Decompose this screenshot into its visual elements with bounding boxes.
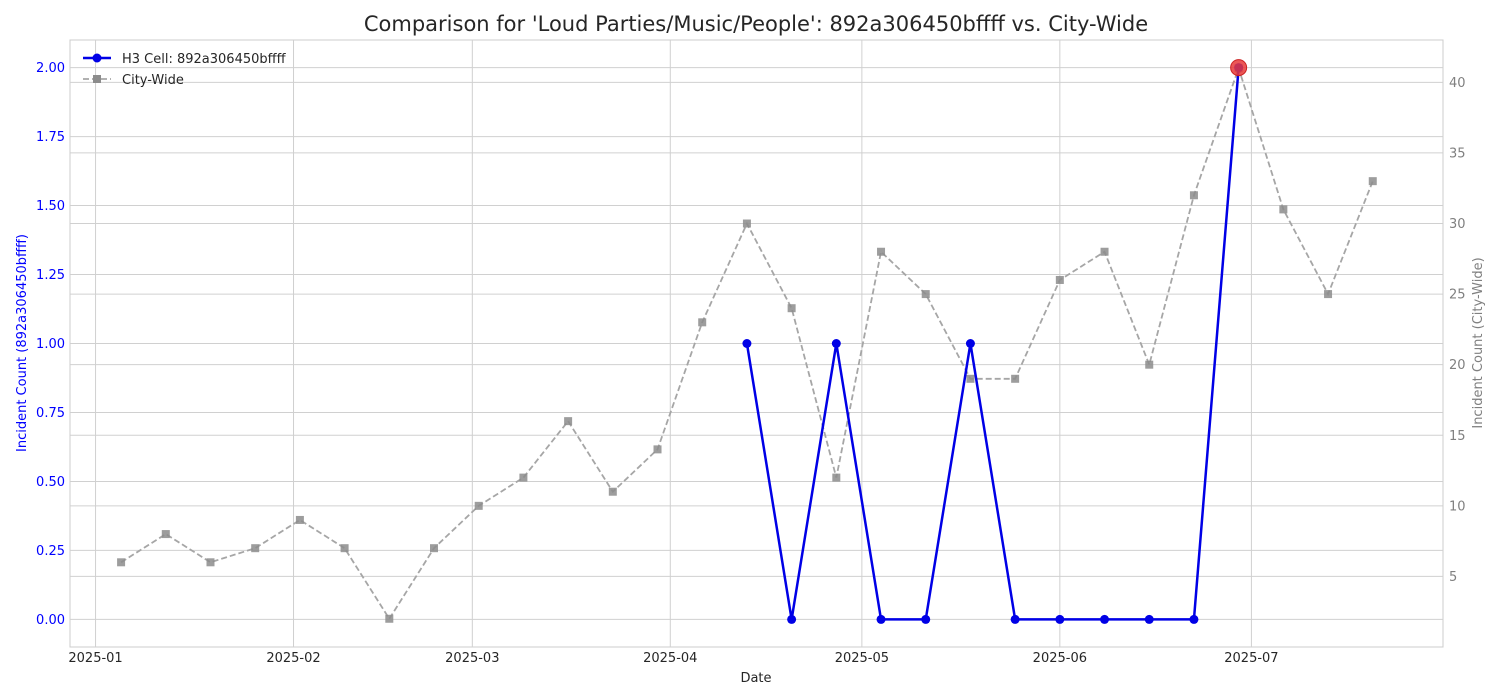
h3-cell-point <box>1144 614 1154 624</box>
x-tick-label: 2025-02 <box>266 651 320 666</box>
h3-cell-point <box>1055 614 1065 624</box>
city-wide-point <box>430 544 439 553</box>
city-wide-point <box>206 558 215 567</box>
legend-city-marker <box>93 75 101 83</box>
x-axis: 2025-01 2025-02 2025-03 2025-04 2025-05 2025-… <box>68 651 1278 666</box>
chart-title: Comparison for 'Loud Parties/Music/Peopl… <box>364 12 1148 36</box>
city-wide-point <box>117 558 126 567</box>
city-wide-point <box>742 219 751 228</box>
city-wide-point <box>161 530 170 539</box>
x-tick-label: 2025-04 <box>643 651 697 666</box>
legend-city-label: City-Wide <box>122 73 184 88</box>
grid <box>70 40 1443 647</box>
left-y-tick-label: 1.50 <box>36 199 65 214</box>
x-tick-label: 2025-07 <box>1224 651 1278 666</box>
legend-item-cell: H3 Cell: 892a306450bffff <box>83 52 287 67</box>
city-wide-point <box>564 417 573 426</box>
right-y-tick-label: 40 <box>1449 76 1466 91</box>
h3-cell-point <box>1100 614 1110 624</box>
left-y-tick-label: 0.75 <box>36 406 65 421</box>
right-y-tick-label: 35 <box>1449 146 1466 161</box>
right-y-axis: 5 10 15 20 25 30 35 40 <box>1449 76 1466 585</box>
left-y-tick-label: 2.00 <box>36 61 65 76</box>
city-wide-point <box>1189 191 1198 200</box>
left-y-tick-label: 0.50 <box>36 475 65 490</box>
left-y-axis-label: Incident Count (892a306450bffff) <box>15 234 30 452</box>
right-y-tick-label: 10 <box>1449 499 1466 514</box>
h3-cell-point <box>1010 614 1020 624</box>
city-wide-point <box>877 247 886 256</box>
city-wide-point <box>1145 360 1154 369</box>
h3-cell-point <box>831 339 841 348</box>
city-wide-point <box>1055 275 1064 284</box>
city-wide-point <box>921 290 930 299</box>
city-wide-point <box>251 544 260 553</box>
city-wide-point <box>474 501 483 510</box>
right-y-tick-label: 5 <box>1449 570 1457 585</box>
left-y-axis: 0.00 0.25 0.50 0.75 1.00 1.25 1.50 1.75 2.00 <box>36 61 65 628</box>
right-y-tick-label: 30 <box>1449 217 1466 232</box>
right-y-tick-label: 20 <box>1449 358 1466 373</box>
city-wide-point <box>1100 247 1109 256</box>
h3-cell-line <box>745 67 1240 621</box>
h3-cell-point <box>876 614 886 624</box>
city-wide-point <box>295 515 304 524</box>
city-wide-point <box>1324 290 1333 299</box>
right-y-axis-label: Incident Count (City-Wide) <box>1471 257 1486 428</box>
city-wide-point <box>1011 374 1020 383</box>
right-y-tick-label: 25 <box>1449 288 1466 303</box>
highlighted-max-point <box>1230 59 1248 77</box>
x-tick-label: 2025-01 <box>68 651 122 666</box>
city-wide-point <box>966 374 975 383</box>
h3-cell-point <box>921 614 931 624</box>
x-tick-label: 2025-03 <box>445 651 499 666</box>
city-wide-point <box>787 304 796 313</box>
h3-cell-point <box>787 614 797 624</box>
h3-cell-point <box>965 339 975 348</box>
x-axis-label: Date <box>740 671 771 686</box>
legend-cell-label: H3 Cell: 892a306450bffff <box>122 52 287 67</box>
city-wide-point <box>519 473 528 482</box>
legend-cell-marker <box>92 53 102 63</box>
city-wide-point <box>1279 205 1288 214</box>
left-y-tick-label: 1.75 <box>36 130 65 145</box>
city-wide-point <box>608 487 617 496</box>
legend: H3 Cell: 892a306450bffff City-Wide <box>83 52 287 88</box>
h3-cell-point <box>742 339 752 348</box>
legend-item-city: City-Wide <box>83 73 184 88</box>
city-wide-point <box>653 445 662 454</box>
city-wide-point <box>1368 177 1377 186</box>
x-tick-label: 2025-05 <box>835 651 889 666</box>
city-wide-point <box>698 318 707 327</box>
left-y-tick-label: 0.00 <box>36 613 65 628</box>
left-y-tick-label: 1.00 <box>36 337 65 352</box>
city-wide-point <box>340 544 349 553</box>
left-y-tick-label: 0.25 <box>36 544 65 559</box>
city-wide-point <box>832 473 841 482</box>
right-y-tick-label: 15 <box>1449 429 1466 444</box>
left-y-tick-label: 1.25 <box>36 268 65 283</box>
city-wide-point <box>385 614 394 623</box>
series <box>117 59 1377 624</box>
h3-cell-point <box>1189 614 1199 624</box>
x-tick-label: 2025-06 <box>1033 651 1087 666</box>
